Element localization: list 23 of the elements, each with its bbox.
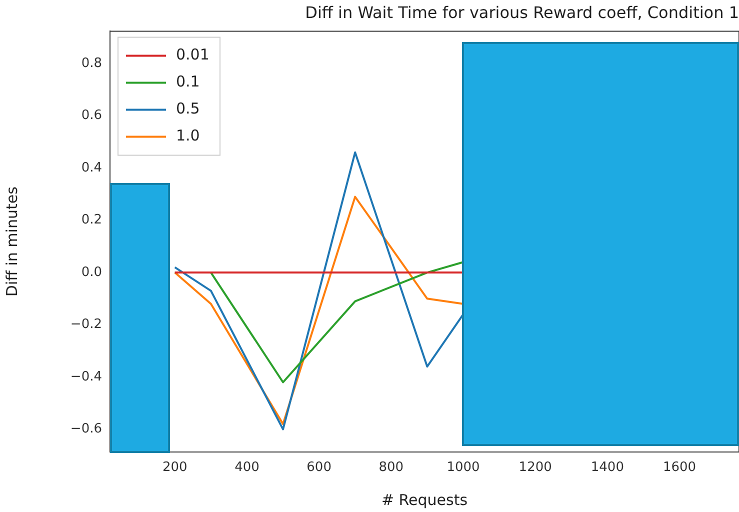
y-tick-label: 0.6 (81, 108, 102, 124)
y-axis-title: Diff in minutes (2, 186, 21, 297)
y-tick-label: −0.6 (70, 422, 102, 437)
x-tick-label: 1000 (446, 460, 480, 476)
legend-label: 1.0 (176, 126, 200, 145)
y-tick-label: −0.2 (70, 317, 102, 332)
y-tick-label: −0.4 (70, 369, 102, 384)
x-tick-label: 1600 (662, 460, 696, 476)
legend-label: 0.01 (176, 46, 210, 64)
y-tick-label: 0.8 (81, 56, 102, 71)
x-tick-label: 800 (378, 460, 404, 476)
x-tick-label: 200 (162, 460, 188, 476)
chart-title: Diff in Wait Time for various Reward coeff, Condition 1 (305, 2, 739, 22)
x-tick-label: 400 (234, 460, 260, 476)
x-tick-label: 1200 (518, 460, 552, 476)
y-tick-label: 0.4 (81, 160, 102, 176)
x-tick-label: 1400 (590, 460, 624, 476)
y-tick-label: 0.2 (81, 212, 102, 228)
legend-label: 0.1 (176, 72, 200, 91)
y-tick-label: 0.0 (81, 264, 102, 280)
x-axis-title: # Requests (381, 490, 468, 509)
legend-label: 0.5 (176, 100, 200, 118)
x-tick-label: 600 (306, 460, 332, 476)
